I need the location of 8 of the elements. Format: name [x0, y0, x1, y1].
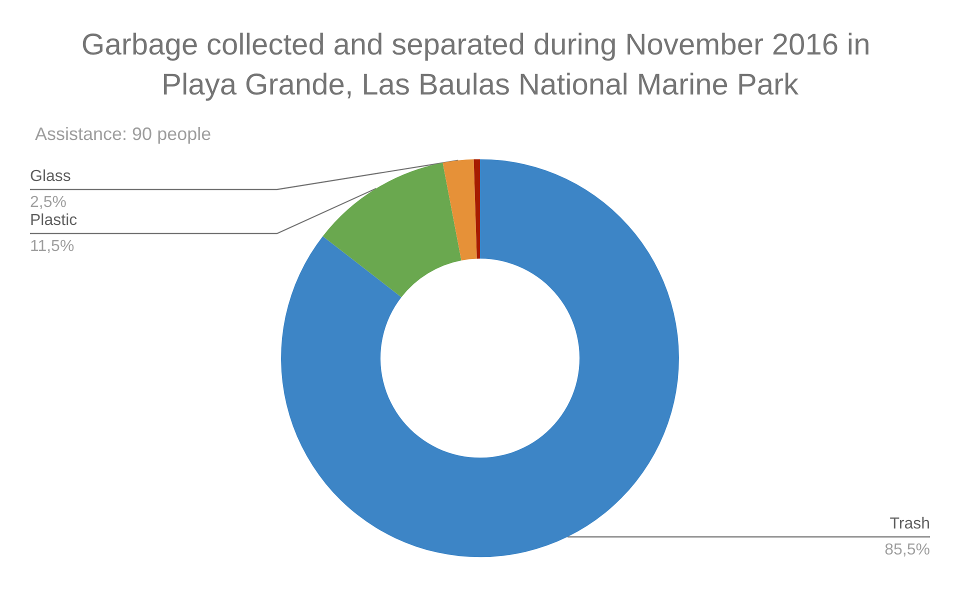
slice-label: Plastic — [30, 212, 78, 230]
chart-subtitle: Assistance: 90 people — [35, 124, 212, 144]
slice-label: Glass — [30, 168, 71, 186]
data-label: 85,5% — [884, 541, 930, 558]
data-label: 2,5% — [30, 194, 66, 212]
chart-title: Garbage collected and separated during November 2016 in Playa Grande, Las Baulas National Marine Park — [81, 28, 879, 102]
slice-label: Trash — [890, 515, 930, 532]
data-label: 11,5% — [30, 238, 74, 256]
